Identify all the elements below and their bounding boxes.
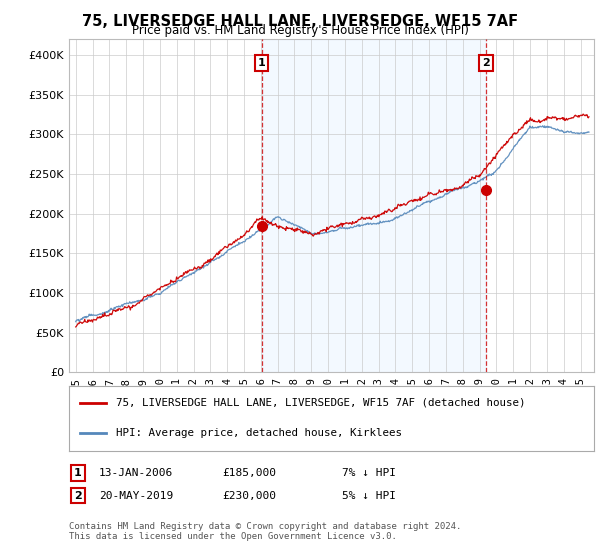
Text: 7% ↓ HPI: 7% ↓ HPI: [342, 468, 396, 478]
Text: 75, LIVERSEDGE HALL LANE, LIVERSEDGE, WF15 7AF (detached house): 75, LIVERSEDGE HALL LANE, LIVERSEDGE, WF…: [116, 398, 526, 408]
Text: 1: 1: [257, 58, 265, 68]
Text: Price paid vs. HM Land Registry's House Price Index (HPI): Price paid vs. HM Land Registry's House …: [131, 24, 469, 37]
Text: HPI: Average price, detached house, Kirklees: HPI: Average price, detached house, Kirk…: [116, 428, 402, 438]
Text: 13-JAN-2006: 13-JAN-2006: [99, 468, 173, 478]
Text: 2: 2: [482, 58, 490, 68]
Text: £230,000: £230,000: [222, 491, 276, 501]
Text: 2: 2: [74, 491, 82, 501]
Text: 1: 1: [74, 468, 82, 478]
Text: 20-MAY-2019: 20-MAY-2019: [99, 491, 173, 501]
Text: 75, LIVERSEDGE HALL LANE, LIVERSEDGE, WF15 7AF: 75, LIVERSEDGE HALL LANE, LIVERSEDGE, WF…: [82, 14, 518, 29]
Text: Contains HM Land Registry data © Crown copyright and database right 2024.
This d: Contains HM Land Registry data © Crown c…: [69, 522, 461, 542]
Bar: [262, 39, 486, 372]
Text: 5% ↓ HPI: 5% ↓ HPI: [342, 491, 396, 501]
Text: £185,000: £185,000: [222, 468, 276, 478]
